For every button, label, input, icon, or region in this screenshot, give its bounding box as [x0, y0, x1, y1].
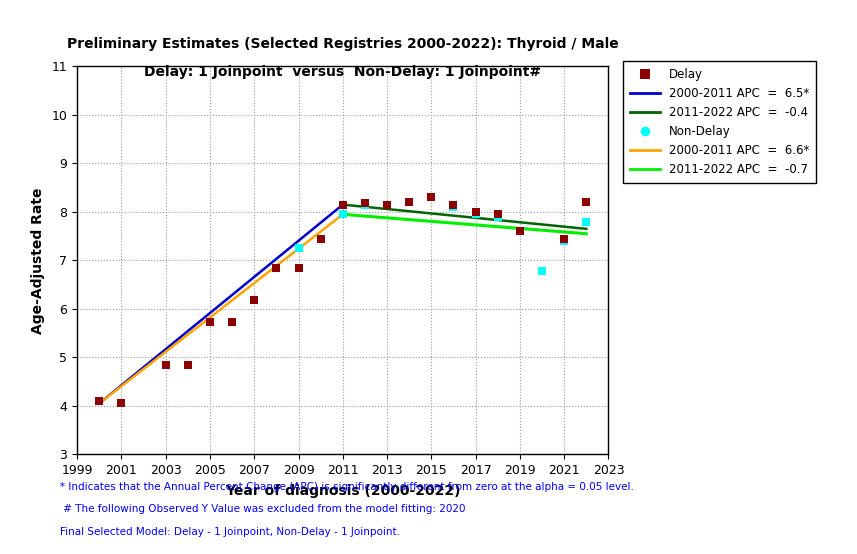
Point: [579, 198, 593, 207]
Point: [203, 318, 217, 327]
Point: [291, 244, 305, 253]
Text: Final Selected Model: Delay - 1 Joinpoint, Non-Delay - 1 Joinpoint.: Final Selected Model: Delay - 1 Joinpoin…: [60, 527, 400, 537]
Point: [446, 200, 460, 209]
Point: [291, 263, 305, 272]
X-axis label: Year of diagnosis (2000-2022): Year of diagnosis (2000-2022): [225, 484, 460, 498]
Point: [269, 263, 283, 272]
Point: [424, 193, 438, 202]
Point: [535, 266, 548, 275]
Text: Delay: 1 Joinpoint  versus  Non-Delay: 1 Joinpoint#: Delay: 1 Joinpoint versus Non-Delay: 1 J…: [144, 65, 542, 79]
Point: [557, 237, 571, 245]
Legend: Delay, 2000-2011 APC  =  6.5*, 2011-2022 APC  =  -0.4, Non-Delay, 2000-2011 APC : Delay, 2000-2011 APC = 6.5*, 2011-2022 A…: [623, 61, 817, 183]
Point: [513, 227, 527, 236]
Point: [115, 399, 129, 408]
Point: [358, 199, 372, 208]
Point: [314, 234, 327, 243]
Point: [269, 263, 283, 272]
Point: [181, 360, 195, 369]
Text: * Indicates that the Annual Percent Change (APC) is significantly different from: * Indicates that the Annual Percent Chan…: [60, 483, 634, 493]
Point: [225, 318, 239, 327]
Point: [424, 193, 438, 202]
Point: [491, 212, 505, 221]
Point: [248, 296, 261, 305]
Point: [181, 360, 195, 369]
Text: Preliminary Estimates (Selected Registries 2000-2022): Thyroid / Male: Preliminary Estimates (Selected Registri…: [67, 37, 619, 52]
Point: [469, 208, 482, 217]
Point: [314, 234, 327, 243]
Point: [381, 200, 394, 209]
Point: [336, 210, 350, 219]
Point: [358, 200, 372, 209]
Point: [336, 200, 350, 209]
Point: [579, 217, 593, 226]
Point: [203, 318, 217, 327]
Point: [93, 397, 106, 406]
Text: # The following Observed Y Value was excluded from the model fitting: 2020: # The following Observed Y Value was exc…: [60, 505, 465, 515]
Point: [491, 210, 505, 219]
Point: [115, 399, 129, 408]
Point: [469, 210, 482, 219]
Y-axis label: Age-Adjusted Rate: Age-Adjusted Rate: [31, 187, 45, 334]
Point: [225, 318, 239, 327]
Point: [513, 227, 527, 236]
Point: [159, 360, 172, 369]
Point: [381, 200, 394, 209]
Point: [402, 198, 416, 207]
Point: [557, 234, 571, 243]
Point: [248, 296, 261, 305]
Point: [402, 198, 416, 207]
Point: [159, 360, 172, 369]
Point: [93, 397, 106, 406]
Point: [446, 203, 460, 212]
